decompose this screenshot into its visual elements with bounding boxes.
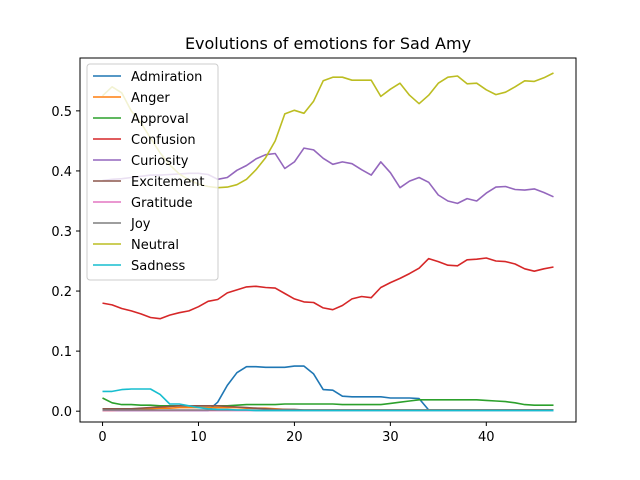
y-tick-label: 0.5 [51, 105, 72, 120]
y-tick-label: 0.1 [51, 345, 72, 360]
y-tick-label: 0.3 [51, 225, 72, 240]
x-axis: 0 10 20 30 40 [98, 422, 495, 445]
y-tick-label: 0.0 [51, 405, 72, 420]
x-tick-label: 40 [478, 430, 495, 445]
legend-label-curiosity: Curiosity [131, 154, 189, 169]
chart-title: Evolutions of emotions for Sad Amy [185, 34, 471, 53]
legend: Admiration Anger Approval Confusion Curiosit… [86, 63, 219, 281]
y-tick-label: 0.2 [51, 285, 72, 300]
legend-label-joy: Joy [130, 217, 151, 232]
legend-label-sadness: Sadness [131, 259, 185, 274]
y-axis: 0.0 0.1 0.2 0.3 0.4 0.5 [51, 105, 80, 420]
series-layer [101, 72, 554, 412]
legend-label-anger: Anger [131, 91, 170, 106]
series-line-confusion [102, 257, 554, 320]
y-tick-label: 0.4 [51, 165, 72, 180]
x-tick-label: 20 [286, 430, 303, 445]
legend-label-neutral: Neutral [131, 238, 179, 253]
x-tick-label: 0 [98, 430, 106, 445]
legend-label-admiration: Admiration [131, 70, 202, 85]
legend-label-excitement: Excitement [131, 175, 205, 190]
x-tick-label: 30 [382, 430, 399, 445]
legend-label-gratitude: Gratitude [131, 196, 193, 211]
legend-label-confusion: Confusion [131, 133, 196, 148]
plot-frame [79, 57, 577, 423]
legend-label-approval: Approval [131, 112, 189, 127]
series-line-sadness [102, 388, 554, 412]
x-tick-label: 10 [190, 430, 207, 445]
